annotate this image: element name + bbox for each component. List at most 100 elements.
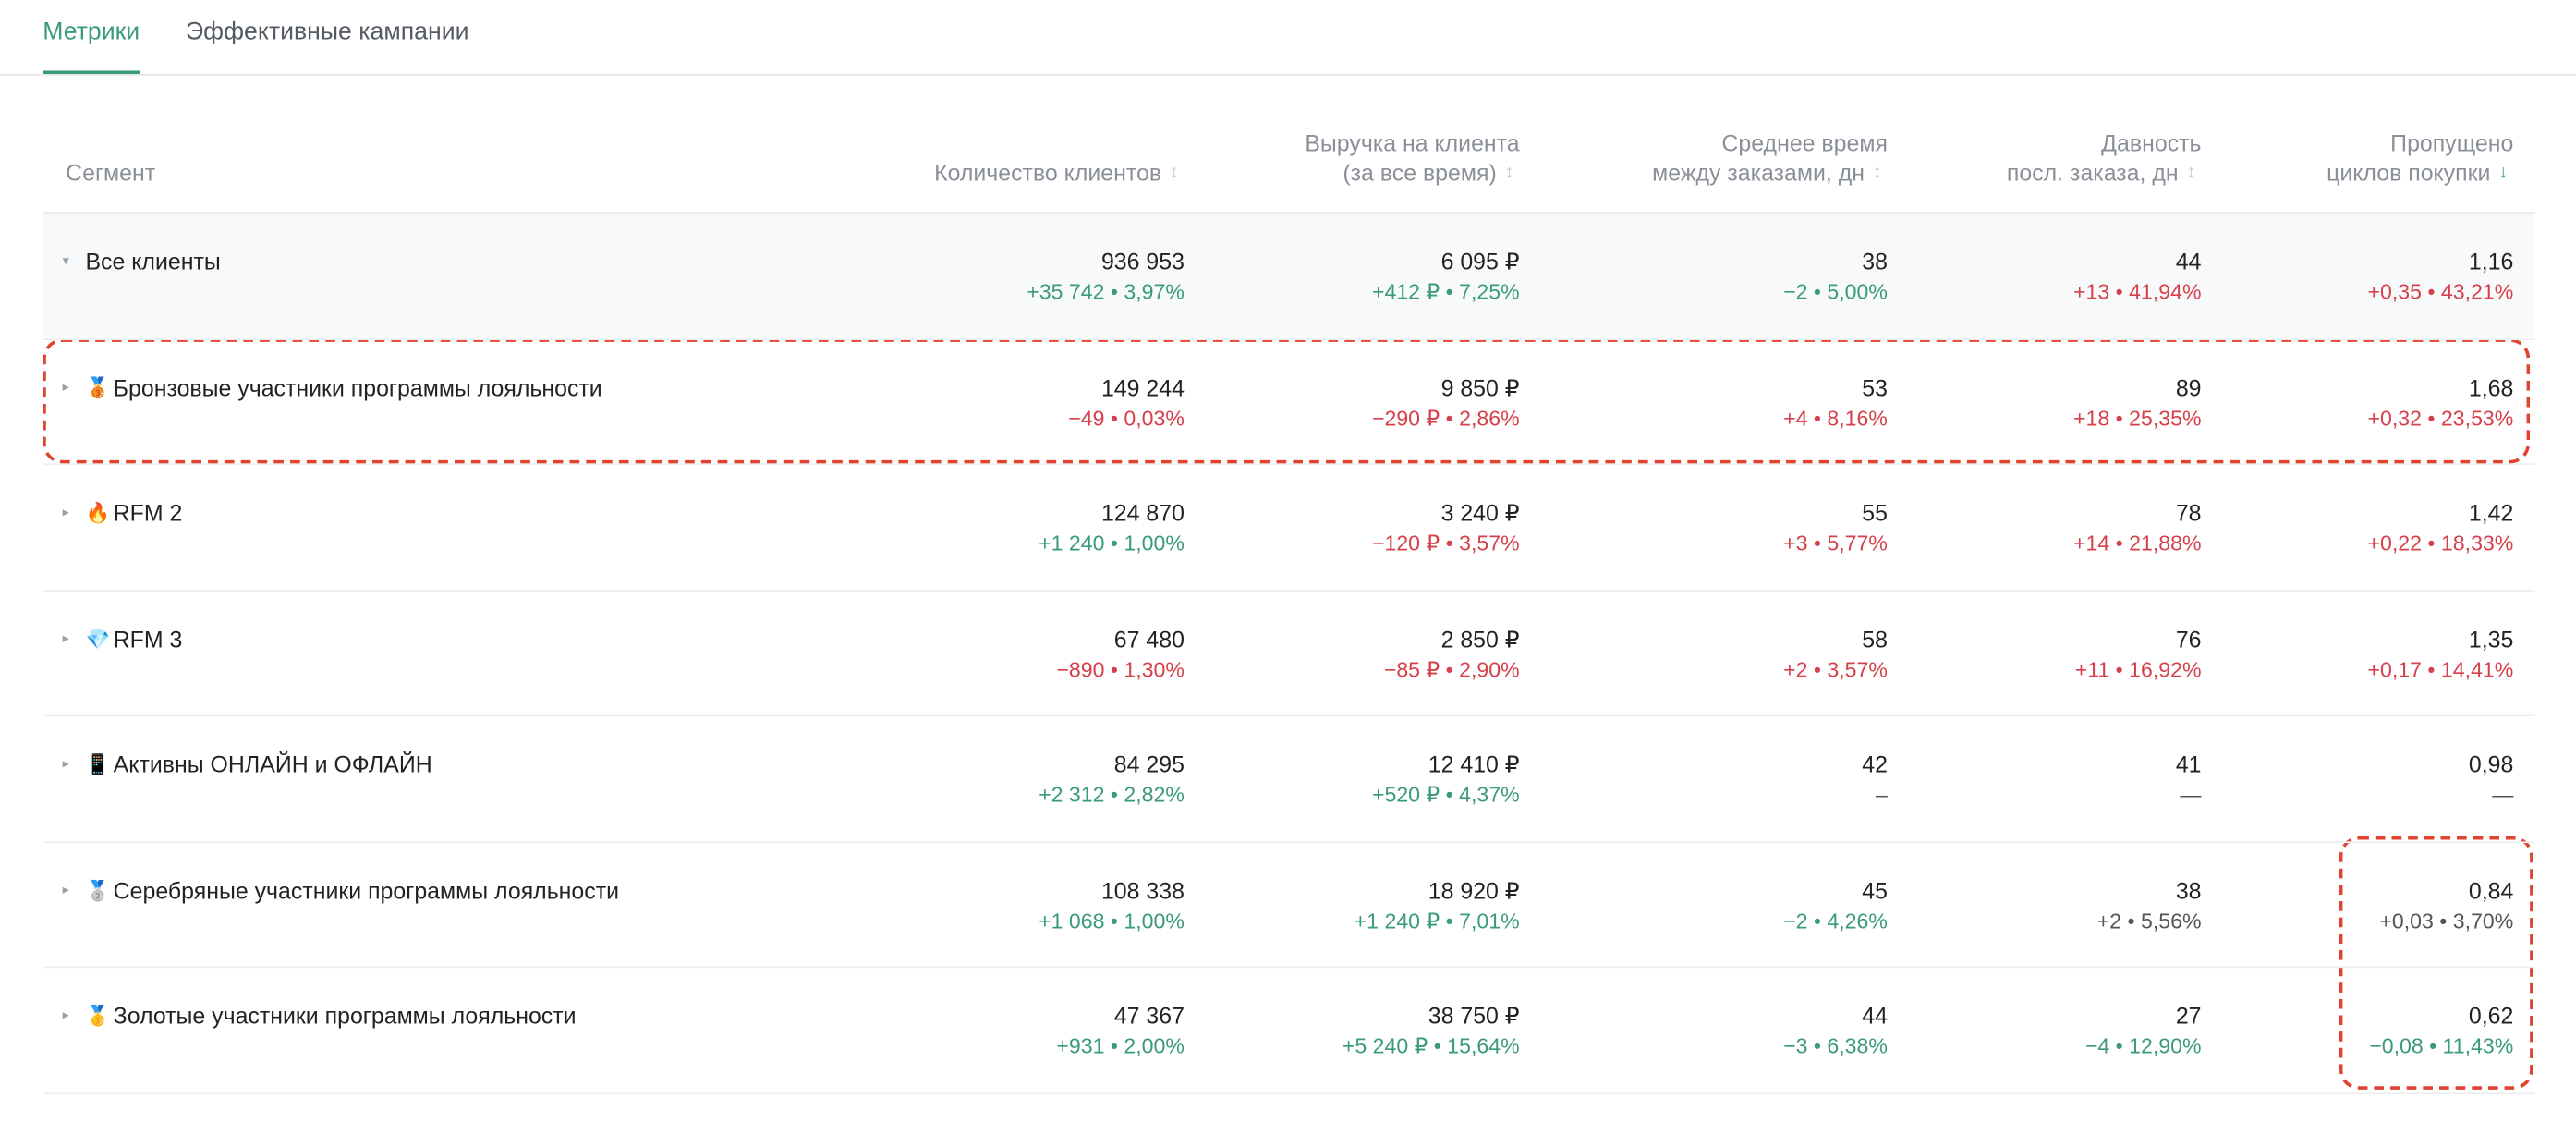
cell-delta: −2 • 5,00%: [1783, 279, 1888, 304]
cell-value: 124 870: [1100, 499, 1185, 526]
segment-label: Все клиенты: [85, 248, 221, 275]
cell-value: 38: [2175, 876, 2202, 904]
segment-icon: 🔥: [85, 501, 111, 525]
column-header: Среднее время: [1721, 129, 1888, 156]
cell-delta: +4 • 8,16%: [1783, 405, 1888, 430]
cell-delta: −4 • 12,90%: [2084, 1033, 2202, 1059]
expand-icon[interactable]: ▸: [62, 629, 69, 645]
cell-delta: −3 • 6,38%: [1783, 1033, 1888, 1059]
tabs-divider: [0, 74, 2576, 76]
cell-delta: +1 240 • 1,00%: [1039, 531, 1185, 555]
column-header: Пропущено: [2390, 129, 2514, 156]
cell-value: 47 367: [1113, 1002, 1185, 1030]
column-header[interactable]: между заказами, дн: [1652, 159, 1865, 186]
column-header[interactable]: Количество клиентов: [934, 159, 1162, 186]
sort-icon: ↕: [1504, 163, 1514, 183]
expand-icon[interactable]: ▸: [62, 378, 69, 394]
cell-delta: +0,32 • 23,53%: [2367, 405, 2514, 430]
cell-delta: −0,08 • 11,43%: [2369, 1033, 2514, 1059]
tab[interactable]: Эффективные кампании: [185, 18, 469, 46]
cell-value: 55: [1862, 499, 1888, 526]
cell-value: 1,68: [2468, 373, 2514, 400]
row-divider: [43, 337, 2535, 340]
cell-value: 9 850 ₽: [1440, 373, 1520, 400]
cell-delta: −85 ₽ • 2,90%: [1383, 656, 1520, 681]
segment-icon: 🥉: [85, 375, 111, 399]
segment-label: RFM 2: [113, 499, 183, 526]
column-header: Выручка на клиента: [1305, 129, 1520, 156]
sort-icon: ↕: [1872, 163, 1882, 183]
column-header[interactable]: циклов покупки: [2327, 159, 2491, 186]
cell-delta: +1 068 • 1,00%: [1039, 908, 1185, 934]
cell-delta: +931 • 2,00%: [1056, 1033, 1185, 1059]
cell-delta: +0,03 • 3,70%: [2379, 908, 2514, 934]
cell-delta: −2 • 4,26%: [1783, 908, 1888, 934]
sort-icon: ↕: [1169, 163, 1179, 183]
cell-value: 6 095 ₽: [1440, 248, 1520, 275]
cell-delta: +3 • 5,77%: [1783, 531, 1888, 555]
segment-label: Бронзовые участники программы лояльности: [113, 373, 602, 400]
cell-delta: −890 • 1,30%: [1056, 656, 1185, 681]
sort-icon: ↓: [2498, 163, 2509, 183]
cell-value: 41: [2175, 751, 2202, 777]
cell-delta: +2 312 • 2,82%: [1039, 782, 1185, 807]
segment-icon: 🥇: [85, 1004, 111, 1028]
row-divider: [43, 1092, 2535, 1094]
cell-value: 1,16: [2468, 248, 2514, 275]
cell-value: 3 240 ₽: [1440, 499, 1520, 526]
row-divider: [43, 840, 2535, 843]
cell-delta: +2 • 5,56%: [2096, 908, 2202, 934]
cell-value: 108 338: [1100, 876, 1185, 904]
tab[interactable]: Метрики: [43, 18, 140, 46]
cell-value: 12 410 ₽: [1428, 751, 1520, 777]
cell-delta: +2 • 3,57%: [1783, 656, 1888, 681]
cell-delta: +13 • 41,94%: [2072, 279, 2202, 304]
highlight-box: [43, 338, 2531, 464]
expand-icon[interactable]: ▸: [62, 504, 69, 519]
column-header: Сегмент: [66, 159, 156, 186]
cell-delta: +0,22 • 18,33%: [2367, 531, 2514, 555]
cell-delta: +0,35 • 43,21%: [2367, 279, 2514, 304]
segment-label: RFM 3: [113, 625, 183, 652]
expand-icon[interactable]: ▸: [62, 755, 69, 771]
cell-value: 0,84: [2468, 876, 2514, 904]
cell-value: 44: [1862, 1002, 1888, 1030]
cell-value: 76: [2175, 625, 2202, 652]
row-divider: [43, 966, 2535, 969]
cell-value: 0,98: [2468, 751, 2514, 777]
cell-delta: –: [1876, 782, 1888, 807]
cell-value: 1,35: [2468, 625, 2514, 652]
column-header[interactable]: (за все время): [1343, 159, 1497, 186]
cell-value: 89: [2175, 373, 2202, 400]
cell-value: 53: [1862, 373, 1888, 400]
sort-icon: ↕: [2186, 163, 2196, 183]
expand-icon[interactable]: ▾: [62, 252, 69, 268]
cell-delta: +1 240 ₽ • 7,01%: [1354, 908, 1520, 934]
cell-delta: −290 ₽ • 2,86%: [1371, 405, 1520, 430]
row-bg: [43, 214, 2535, 337]
expand-icon[interactable]: ▸: [62, 881, 69, 897]
cell-value: 42: [1862, 751, 1888, 777]
column-header[interactable]: посл. заказа, дн: [2006, 159, 2179, 186]
cell-delta: +5 240 ₽ • 15,64%: [1342, 1033, 1520, 1059]
cell-delta: +14 • 21,88%: [2072, 531, 2202, 555]
cell-value: 2 850 ₽: [1440, 625, 1520, 652]
cell-value: 45: [1862, 876, 1888, 904]
cell-delta: +18 • 25,35%: [2072, 405, 2202, 430]
expand-icon[interactable]: ▸: [62, 1007, 69, 1022]
cell-value: 149 244: [1100, 373, 1185, 400]
cell-delta: −120 ₽ • 3,57%: [1371, 531, 1520, 555]
cell-value: 1,42: [2468, 499, 2514, 526]
tab-underline: [43, 70, 140, 75]
segment-label: Золотые участники программы лояльности: [113, 1002, 577, 1030]
cell-value: 18 920 ₽: [1428, 876, 1520, 904]
row-divider: [43, 714, 2535, 717]
cell-value: 58: [1862, 625, 1888, 652]
cell-value: 67 480: [1113, 625, 1185, 652]
cell-value: 38 750 ₽: [1428, 1002, 1520, 1030]
cell-value: 44: [2175, 248, 2202, 275]
cell-delta: —: [2180, 782, 2202, 807]
cell-value: 27: [2175, 1002, 2202, 1030]
cell-value: 0,62: [2468, 1002, 2514, 1030]
